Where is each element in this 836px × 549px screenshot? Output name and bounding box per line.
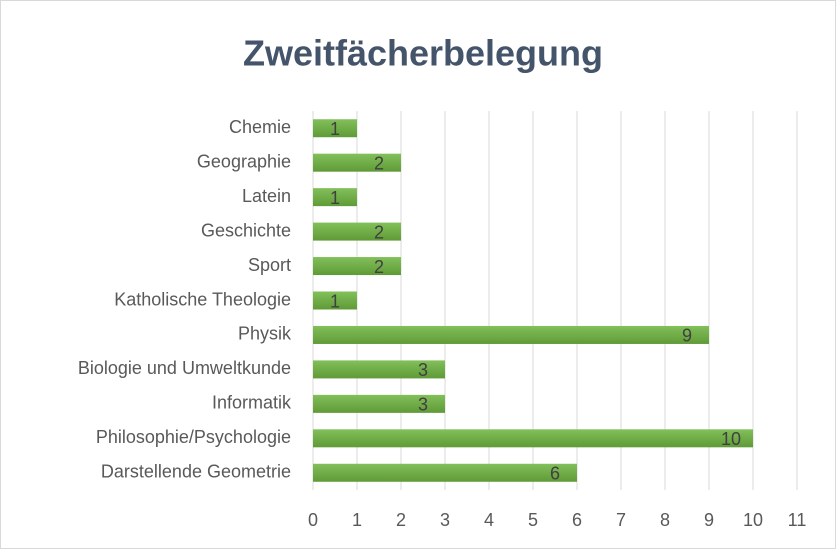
x-tick-label: 7 — [616, 510, 626, 530]
bars — [313, 119, 753, 482]
grid — [312, 111, 798, 490]
bar — [313, 463, 577, 482]
y-tick-label: Informatik — [212, 393, 292, 413]
x-tick-label: 10 — [743, 510, 763, 530]
bar — [313, 188, 357, 207]
bar — [313, 429, 753, 448]
y-tick-label: Chemie — [229, 117, 291, 137]
data-label: 3 — [418, 360, 428, 380]
data-label: 9 — [682, 326, 692, 346]
y-tick-label: Philosophie/Psychologie — [96, 427, 291, 447]
y-tick-label: Katholische Theologie — [114, 289, 291, 309]
y-tick-label: Physik — [238, 324, 292, 344]
x-tick-label: 3 — [440, 510, 450, 530]
y-tick-label: Biologie und Umweltkunde — [78, 358, 291, 378]
bar — [313, 291, 357, 310]
x-tick-label: 1 — [352, 510, 362, 530]
x-tick-label: 5 — [528, 510, 538, 530]
bar — [313, 119, 357, 138]
bar — [313, 394, 445, 413]
x-tick-label: 6 — [572, 510, 582, 530]
chart-title: Zweitfächerbelegung — [243, 33, 603, 74]
data-label: 2 — [374, 222, 384, 242]
data-label: 10 — [721, 429, 741, 449]
x-tick-label: 2 — [396, 510, 406, 530]
data-label: 2 — [374, 257, 384, 277]
y-tick-label: Sport — [248, 255, 291, 275]
y-tick-label: Geographie — [197, 151, 291, 171]
data-label: 6 — [550, 464, 560, 484]
bar — [313, 222, 401, 241]
data-label: 2 — [374, 153, 384, 173]
x-tick-label: 4 — [484, 510, 494, 530]
bar — [313, 257, 401, 276]
x-tick-label: 9 — [704, 510, 714, 530]
y-tick-label: Darstellende Geometrie — [101, 462, 291, 482]
data-label: 3 — [418, 395, 428, 415]
bar — [313, 325, 709, 344]
x-tick-label: 11 — [788, 510, 807, 530]
y-tick-label: Geschichte — [201, 220, 291, 240]
data-label: 1 — [330, 188, 340, 208]
y-tick-label: Latein — [242, 186, 291, 206]
x-tick-label: 0 — [308, 510, 318, 530]
bar — [313, 360, 445, 379]
data-label: 1 — [330, 119, 340, 139]
bar — [313, 153, 401, 172]
data-label: 1 — [330, 291, 340, 311]
x-tick-label: 8 — [660, 510, 670, 530]
